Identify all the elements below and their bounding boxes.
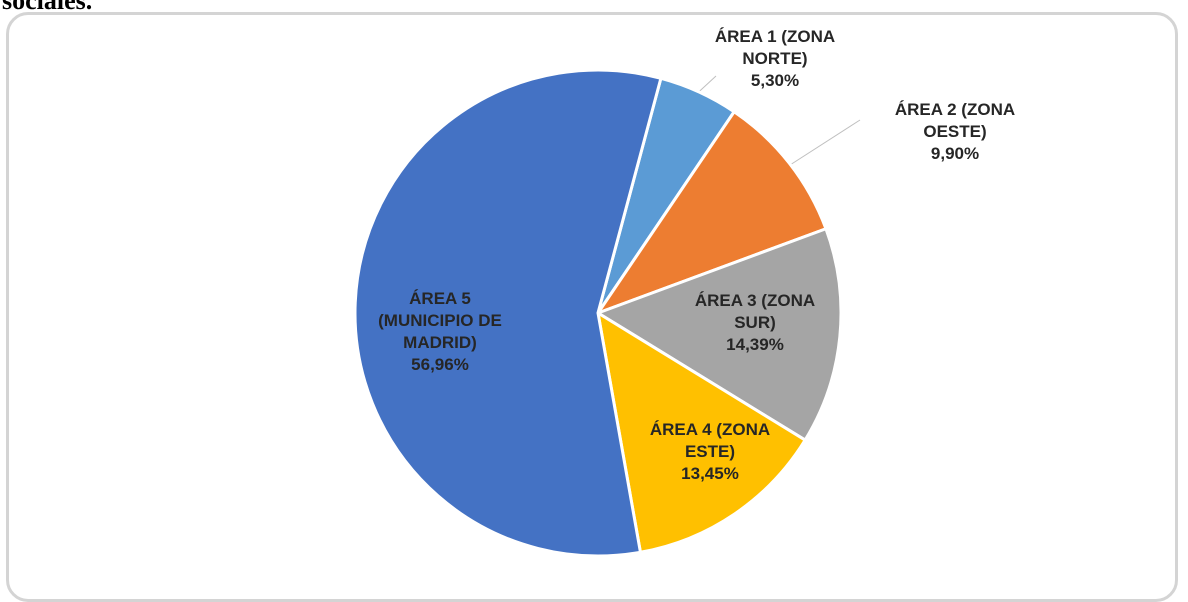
value-label: 13,45% <box>681 464 739 483</box>
chart <box>353 68 861 558</box>
pie-slice <box>595 309 808 555</box>
category-label: ÁREA 2 (ZONA OESTE) <box>894 100 1016 141</box>
category-label: ÁREA 5 (MUNICIPIO DE MADRID) <box>378 289 502 352</box>
value-label: 5,30% <box>750 71 800 90</box>
slice-label: ÁREA 3 (ZONA SUR) 14,39% <box>675 290 835 356</box>
value-label: 9,90% <box>930 144 980 163</box>
value-label: 56,96% <box>411 355 469 374</box>
pie-slice <box>353 68 663 558</box>
value-label: 14,39% <box>726 335 784 354</box>
slice-label: ÁREA 5 (MUNICIPIO DE MADRID) 56,96% <box>360 288 520 376</box>
pie-slice <box>594 226 843 443</box>
slice-label: ÁREA 1 (ZONA NORTE) 5,30% <box>695 26 855 92</box>
category-label: ÁREA 1 (ZONA NORTE) <box>714 27 836 68</box>
leader-line <box>789 119 861 166</box>
slice-label: ÁREA 2 (ZONA OESTE) 9,90% <box>875 99 1035 165</box>
category-label: ÁREA 3 (ZONA SUR) <box>694 291 816 332</box>
heading: sociales. <box>2 0 93 15</box>
slice-label: ÁREA 4 (ZONA ESTE) 13,45% <box>630 419 790 485</box>
category-label: ÁREA 4 (ZONA ESTE) <box>649 420 771 461</box>
pie-slice <box>594 109 828 317</box>
